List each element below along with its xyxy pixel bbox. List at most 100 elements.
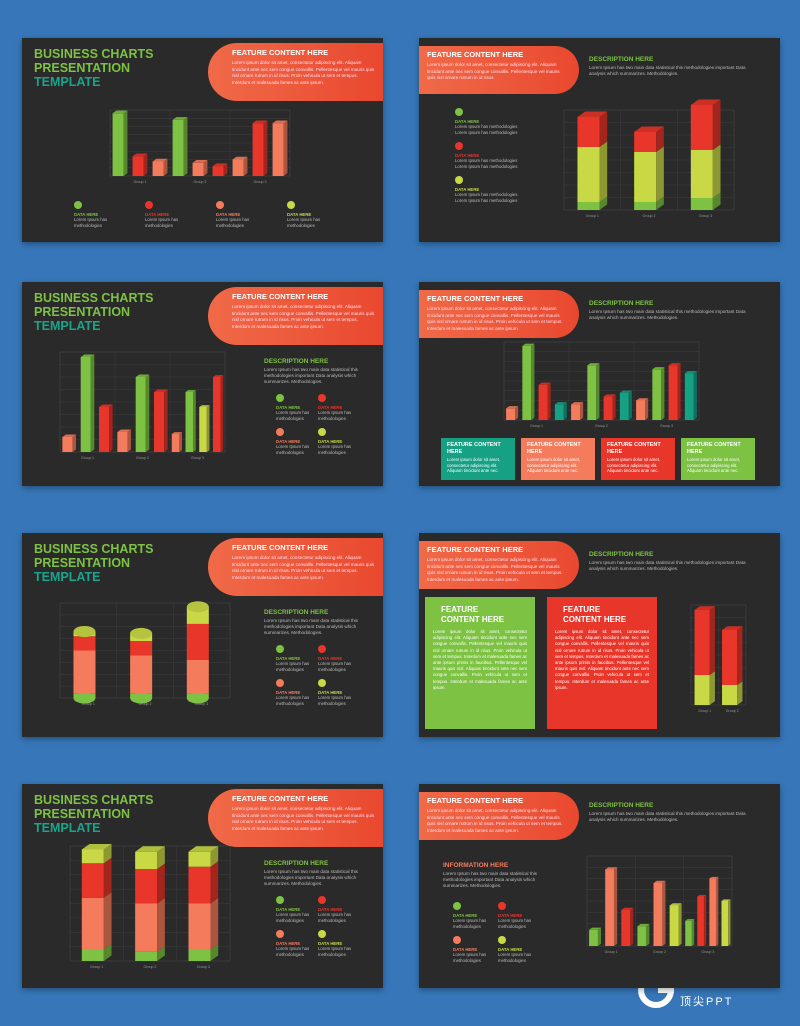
bar-side	[220, 375, 224, 452]
legend-label: DATA HERE	[318, 907, 343, 912]
title-line: PRESENTATION	[34, 556, 131, 570]
bar-segment	[135, 869, 158, 904]
bar-segment	[252, 123, 264, 176]
bar-segment	[636, 400, 646, 420]
legend-item: DATA HERE Lorem Ipsum has methodologies L…	[455, 142, 525, 169]
bar-side	[599, 141, 608, 202]
legend-dot	[498, 936, 506, 944]
bar-top	[130, 627, 153, 639]
group-label: Group 1	[605, 950, 618, 954]
bar-top	[721, 899, 731, 901]
bar-side	[263, 120, 268, 176]
bar-top	[669, 903, 682, 906]
bar-segment	[130, 655, 153, 694]
bar-side	[656, 126, 664, 152]
chart: Group 1 Group 2 Group 3	[69, 843, 231, 969]
bar-side	[109, 404, 113, 452]
bar-top	[117, 429, 131, 432]
feature-pill: FEATURE CONTENT HERE Lorem ipsum dolor si…	[419, 541, 579, 589]
watermark-sub: 顶尖PPT	[680, 996, 734, 1008]
group-label: Group 3	[195, 702, 208, 706]
bar-top	[252, 120, 268, 124]
group-label: Group 2	[726, 709, 739, 713]
bar-side	[210, 898, 219, 950]
bar-side	[728, 899, 731, 946]
bar-side	[210, 944, 219, 961]
bar-top	[668, 363, 681, 366]
bar-top	[589, 927, 602, 930]
feature-heading: FEATURE CONTENT HERE	[427, 796, 524, 805]
feature-pill: FEATURE CONTENT HERE Lorem ipsum dolor si…	[419, 792, 579, 840]
bar-top	[577, 111, 608, 117]
bar-bottom	[73, 692, 96, 704]
legend-text: Lorem Ipsum has methodologies	[276, 695, 310, 706]
description-heading: DESCRIPTION HERE	[264, 609, 329, 616]
chart: Group 1 Group 2 Group 3	[109, 109, 291, 184]
group-label: Group 1	[82, 702, 95, 706]
bar-top	[653, 880, 666, 883]
bar-top	[188, 846, 219, 852]
group-label: Group 3	[191, 456, 204, 460]
slide: Group 1 Group 2 Group 3 BUSINESS CHARTS PRES…	[22, 533, 383, 737]
feature-heading: FEATURE CONTENT HERE	[427, 50, 524, 59]
bar-top	[652, 367, 665, 370]
bar-top	[621, 907, 634, 910]
bar-segment	[522, 345, 532, 420]
bar-side	[563, 402, 567, 420]
bar-side	[179, 432, 182, 452]
bar-top	[135, 374, 150, 377]
feature-pill: FEATURE CONTENT HERE Lorem ipsum dolor si…	[419, 290, 579, 338]
bar-side	[283, 120, 288, 176]
description-body: Lorem Ipsum has two main data statistica…	[589, 65, 746, 76]
bar-side	[145, 374, 150, 452]
bar-side	[183, 117, 188, 176]
slide: Group 1 Group 2 Group 3 FEATURE CONTENT HER…	[419, 784, 780, 988]
bar-side	[206, 405, 210, 452]
legend-text: Lorem Ipsum has methodologies	[216, 217, 250, 228]
bar-top	[154, 389, 168, 392]
legend-dot	[74, 201, 82, 209]
bar-side	[630, 907, 634, 946]
legend-text: Lorem Ipsum has methodologies	[276, 444, 310, 455]
feature-body: Lorem ipsum dolor sit amet, consectetur …	[427, 306, 563, 331]
bar-top	[62, 434, 76, 437]
bar-segment	[690, 105, 713, 150]
legend-text: Lorem Ipsum has methodologies	[318, 661, 352, 672]
title-line: BUSINESS CHARTS	[34, 291, 154, 305]
legend-dot	[216, 201, 224, 209]
bar-top	[99, 404, 113, 407]
legend-item: DATA HERE Lorem Ipsum has methodologies	[74, 201, 122, 228]
description-body: Lorem Ipsum has two main data statistica…	[264, 869, 358, 886]
legend-text: Lorem Ipsum has methodologies	[318, 444, 352, 455]
bar-segment	[685, 920, 692, 946]
legend-text: Lorem Ipsum has methodologies	[145, 217, 179, 228]
bar-side	[599, 111, 608, 147]
legend-text: Lorem Ipsum has methodologies	[276, 410, 310, 421]
bar-top	[186, 601, 209, 613]
legend-label: DATA HERE	[455, 187, 480, 192]
bar-side	[243, 156, 248, 176]
bar-segment	[694, 675, 710, 705]
legend-label: DATA HERE	[498, 947, 523, 952]
bar-segment	[135, 951, 158, 961]
bar-segment	[154, 392, 165, 452]
bar-top	[232, 156, 248, 160]
legend-item: DATA HERE Lorem Ipsum has methodologies L…	[455, 108, 525, 135]
box-body: Lorem ipsum dolor sit amet, consectetur …	[607, 457, 661, 474]
description-body: Lorem Ipsum has two main data statistica…	[589, 309, 746, 320]
bar-side	[656, 196, 664, 210]
description-body: Lorem Ipsum has two main data statistica…	[589, 560, 746, 571]
bar-segment	[554, 404, 564, 420]
bar-top	[152, 158, 168, 162]
bar-segment	[188, 866, 211, 904]
bar-top	[81, 843, 112, 850]
legend-text: Lorem Ipsum has methodologies	[318, 946, 352, 957]
bar-top	[685, 919, 695, 921]
feature-body: Lorem ipsum dolor sit amet, consectetur …	[232, 60, 375, 85]
bar-segment	[538, 384, 548, 420]
feature-pill: FEATURE CONTENT HERE Lorem ipsum dolor si…	[419, 46, 579, 94]
legend-item: DATA HERE Lorem Ipsum has methodologies L…	[455, 176, 525, 203]
legend-label: DATA HERE	[318, 439, 343, 444]
bar-side	[703, 894, 707, 946]
group-label: Group 2	[595, 424, 608, 428]
